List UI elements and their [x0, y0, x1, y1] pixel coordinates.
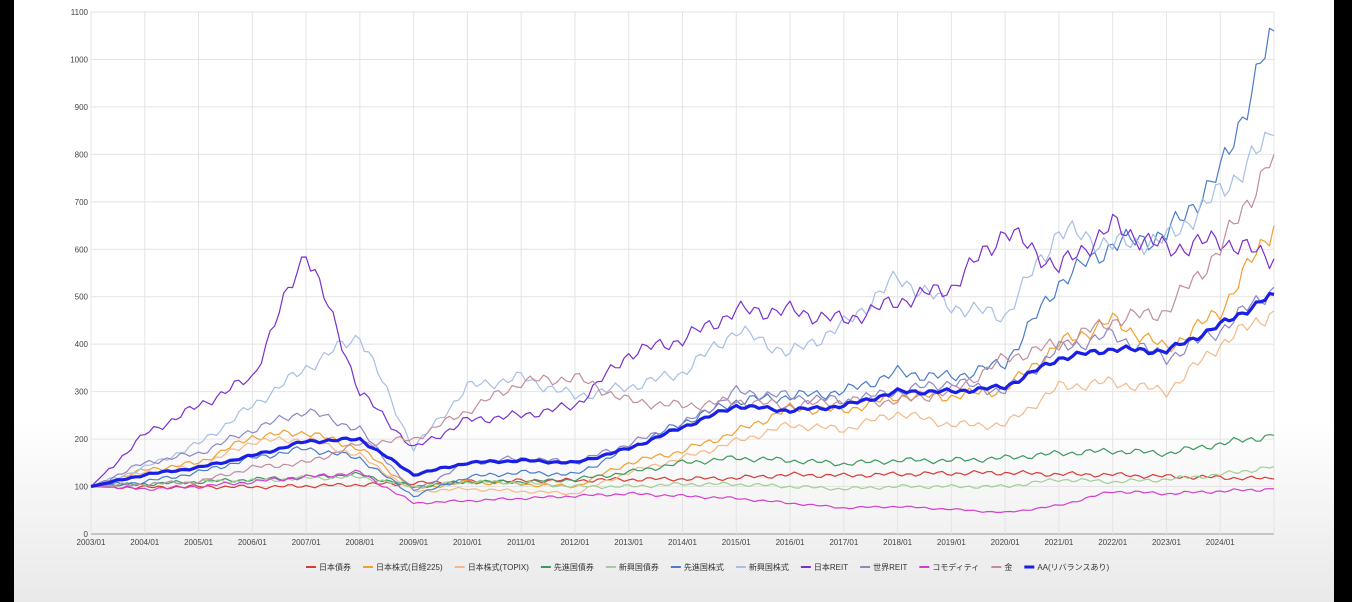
legend-label: 先進国債券 [554, 562, 594, 572]
legend-label: 新興国株式 [749, 562, 789, 572]
y-tick-label: 900 [75, 103, 89, 112]
y-axis: 0 100 200 300 400 500 600 700 800 900 1000 1100 [70, 8, 88, 539]
series-line [90, 469, 1275, 513]
series-line [90, 291, 1275, 489]
series-line [90, 434, 1275, 489]
x-tick-label: 2007/01 [292, 538, 321, 547]
y-tick-label: 300 [75, 388, 89, 397]
y-tick-label: 100 [75, 483, 89, 492]
x-tick-label: 2013/01 [614, 538, 643, 547]
chart-grid [90, 11, 1275, 535]
x-tick-label: 2003/01 [77, 538, 106, 547]
legend-label: 世界REIT [873, 562, 907, 572]
series-line [90, 131, 1275, 488]
x-tick-label: 2014/01 [668, 538, 697, 547]
series-line [90, 310, 1275, 496]
legend-item[interactable]: 先進国株式 [670, 562, 724, 572]
series-lines [90, 27, 1275, 513]
x-tick-label: 2008/01 [345, 538, 374, 547]
x-tick-label: 2020/01 [991, 538, 1020, 547]
legend-label: 金 [1004, 562, 1012, 572]
x-axis: 2003/01 2004/01 2005/01 2006/01 2007/01 2008/… [77, 538, 1236, 547]
legend-item[interactable]: 新興国株式 [735, 562, 789, 572]
right-frame-bar [1334, 0, 1352, 602]
x-tick-label: 2017/01 [829, 538, 858, 547]
legend-item[interactable]: 新興国債券 [605, 562, 659, 572]
y-tick-label: 700 [75, 198, 89, 207]
legend-item[interactable]: コモディティ [919, 562, 979, 572]
legend-label: AA(リバランスあり) [1037, 563, 1109, 572]
x-tick-label: 2021/01 [1044, 538, 1073, 547]
legend-item[interactable]: 日本株式(TOPIX) [454, 562, 530, 572]
legend-item[interactable]: 日本債券 [306, 562, 351, 572]
x-tick-label: 2009/01 [399, 538, 428, 547]
legend-label: 日本債券 [319, 562, 351, 572]
legend-item[interactable]: 日本REIT [800, 562, 848, 572]
y-tick-label: 1100 [71, 8, 89, 17]
y-tick-label: 600 [75, 245, 89, 254]
x-tick-label: 2010/01 [453, 538, 482, 547]
x-tick-label: 2015/01 [722, 538, 751, 547]
y-tick-label: 1000 [70, 55, 88, 64]
y-tick-label: 200 [75, 435, 89, 444]
x-tick-label: 2024/01 [1206, 538, 1235, 547]
legend-item[interactable]: 金 [991, 562, 1012, 572]
y-tick-label: 400 [75, 340, 89, 349]
legend-item[interactable]: 世界REIT [860, 562, 907, 572]
x-tick-label: 2019/01 [937, 538, 966, 547]
x-tick-label: 2005/01 [184, 538, 213, 547]
legend-label: コモディティ [932, 562, 979, 572]
series-line [90, 470, 1275, 490]
x-tick-label: 2022/01 [1098, 538, 1127, 547]
left-frame-bar [0, 0, 14, 602]
legend-item[interactable]: AA(リバランスあり) [1024, 563, 1109, 572]
x-tick-label: 2004/01 [130, 538, 159, 547]
y-tick-label: 800 [75, 150, 89, 159]
legend-item[interactable]: 日本株式(日経225) [363, 562, 443, 572]
y-tick-label: 0 [84, 530, 89, 539]
series-line [90, 213, 1275, 487]
x-tick-label: 2012/01 [560, 538, 589, 547]
series-line [90, 286, 1275, 492]
legend-label: 日本REIT [814, 562, 848, 572]
x-tick-label: 2006/01 [238, 538, 267, 547]
legend: 日本債券 日本株式(日経225) 日本株式(TOPIX) 先進国債券 新興国債券 先進国株… [306, 562, 1109, 572]
x-tick-label: 2023/01 [1152, 538, 1181, 547]
legend-item[interactable]: 先進国債券 [540, 562, 594, 572]
legend-label: 日本株式(日経225) [376, 562, 443, 572]
legend-label: 先進国株式 [684, 562, 724, 572]
legend-label: 日本株式(TOPIX) [468, 562, 530, 572]
x-tick-label: 2016/01 [776, 538, 805, 547]
x-tick-label: 2011/01 [507, 538, 536, 547]
y-tick-label: 500 [75, 293, 89, 302]
series-line [90, 154, 1275, 488]
x-tick-label: 2018/01 [883, 538, 912, 547]
legend-label: 新興国債券 [619, 562, 659, 572]
